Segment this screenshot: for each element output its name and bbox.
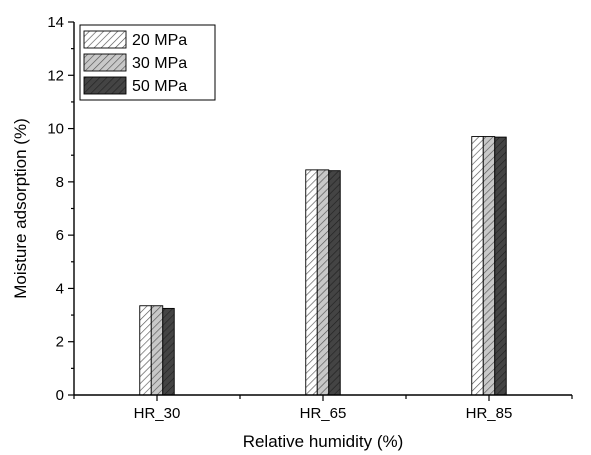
bar <box>328 170 341 396</box>
x-tick-label: HR_85 <box>466 405 513 422</box>
y-axis-title: Moisture adsorption (%) <box>11 118 30 298</box>
legend-label: 20 MPa <box>132 32 187 49</box>
bar <box>139 305 152 396</box>
legend-swatch <box>83 53 127 72</box>
legend-label: 50 MPa <box>132 78 187 95</box>
legend-swatch <box>83 76 127 95</box>
x-tick-label: HR_30 <box>134 405 181 422</box>
y-tick-label: 2 <box>56 334 64 351</box>
bars <box>139 136 507 396</box>
bar <box>471 136 484 396</box>
y-tick-label: 14 <box>47 14 64 31</box>
bar <box>150 305 164 396</box>
y-tick-label: 8 <box>56 174 64 191</box>
legend-swatch <box>83 30 127 49</box>
y-tick-label: 4 <box>56 280 64 297</box>
bar <box>482 136 496 396</box>
y-axis-ticks: 0 2 4 6 8 10 12 14 <box>47 14 74 404</box>
y-tick-label: 0 <box>56 387 64 404</box>
y-tick-label: 12 <box>47 67 64 84</box>
x-tick-label: HR_65 <box>300 405 347 422</box>
bar <box>162 307 175 396</box>
legend-label: 30 MPa <box>132 55 187 72</box>
bar <box>305 169 318 396</box>
y-tick-label: 6 <box>56 227 64 244</box>
bar <box>316 169 330 396</box>
x-axis-title: Relative humidity (%) <box>243 432 404 451</box>
bar <box>494 136 507 396</box>
legend: 20 MPa 30 MPa 50 MPa <box>79 24 216 101</box>
y-tick-label: 10 <box>47 121 64 138</box>
x-axis-ticks: HR_30 HR_65 HR_85 <box>73 395 573 422</box>
